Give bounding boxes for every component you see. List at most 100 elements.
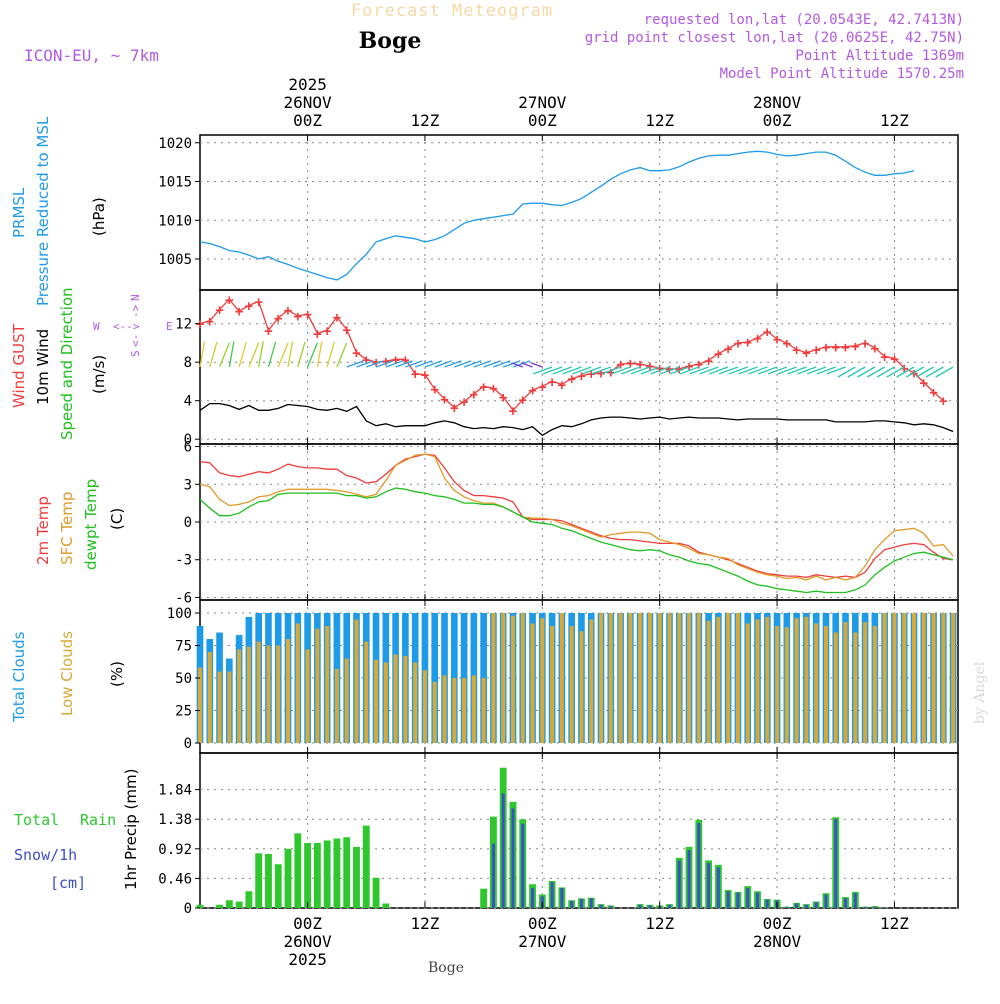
y-tick-label: -3 — [175, 553, 192, 569]
wind-arrow — [876, 366, 895, 378]
temp-sfc-label: SFC Temp — [58, 492, 76, 565]
wind-arrow — [209, 341, 218, 368]
low-cloud-bar — [951, 613, 956, 743]
wind-gust-label: Wind GUST — [10, 323, 28, 408]
y-tick-label: 100 — [167, 606, 192, 622]
precip-snow-bar — [873, 906, 877, 908]
wind-arrow — [896, 366, 915, 378]
compass-n: N — [129, 294, 142, 301]
precip-snow-bar — [726, 891, 730, 908]
precip-total-bar — [265, 853, 272, 908]
model-label: ICON-EU, ~ 7km — [24, 46, 159, 65]
low-cloud-bar — [462, 678, 467, 743]
precip-total-bar — [284, 848, 292, 908]
gust-point: + — [548, 374, 556, 390]
wind-arrow — [366, 360, 384, 368]
wind-arrow — [699, 366, 719, 375]
low-cloud-bar — [921, 613, 926, 743]
precip-total-bar — [382, 903, 390, 908]
low-cloud-bar — [589, 619, 594, 743]
gust-point: + — [587, 367, 595, 383]
precip-total-bar — [304, 843, 312, 908]
precip-total-bar — [255, 853, 263, 908]
low-cloud-bar — [217, 671, 222, 743]
low-cloud-bar — [677, 613, 682, 743]
low-cloud-bar — [872, 626, 877, 743]
wind-arrow — [816, 366, 836, 375]
compass-n-arrow: -> — [129, 304, 142, 318]
wind-arrow — [385, 360, 403, 368]
low-cloud-bar — [755, 619, 760, 743]
low-cloud-bar — [823, 626, 828, 743]
precip-snow-bar — [501, 793, 505, 908]
gust-point: + — [196, 317, 204, 333]
series-line-dewpt-temp — [199, 487, 954, 594]
y-tick-label: 1005 — [158, 252, 192, 268]
gust-point: + — [303, 307, 311, 323]
gust-point: + — [861, 336, 869, 352]
low-cloud-bar — [687, 613, 692, 743]
top-time-label: 12Z — [411, 111, 440, 130]
low-cloud-bar — [256, 641, 261, 743]
wind-arrow — [267, 341, 277, 368]
bottom-time-label: 2025 — [288, 950, 327, 969]
precip-total-bar — [216, 904, 223, 908]
low-cloud-bar — [902, 613, 907, 743]
low-cloud-bar — [804, 616, 809, 743]
wind-arrow — [660, 366, 680, 375]
point-altitude: Point Altitude 1369m — [795, 48, 964, 64]
gust-point: + — [215, 302, 223, 318]
y-tick-label: 75 — [175, 639, 192, 655]
gust-point: + — [499, 390, 507, 406]
wind-unit: (m/s) — [90, 355, 108, 394]
bottom-time-label: 26NOV — [284, 932, 333, 951]
low-cloud-bar — [667, 613, 672, 743]
wind-arrow — [228, 341, 235, 368]
wind-arrow — [640, 366, 660, 375]
low-cloud-bar — [618, 613, 623, 743]
gust-point: + — [734, 336, 742, 352]
wind-labels: Wind GUST 10m Wind Speed and Direction (… — [10, 287, 108, 440]
low-cloud-bar — [784, 627, 789, 743]
gust-point: + — [538, 379, 546, 395]
top-time-label: 2025 — [288, 75, 327, 94]
gust-point: + — [382, 354, 390, 370]
precip-snow-bar — [609, 906, 613, 908]
gust-point: + — [352, 346, 360, 362]
gust-point: + — [274, 311, 282, 327]
precip-total-bar — [480, 888, 488, 908]
top-time-label: 27NOV — [518, 93, 567, 112]
low-cloud-bar — [325, 626, 330, 743]
precip-snow-bar — [716, 867, 720, 908]
low-cloud-bar — [941, 613, 946, 743]
precip-snow-bar — [677, 860, 681, 908]
gust-point: + — [763, 324, 771, 340]
gust-point: + — [783, 336, 791, 352]
data-marks: + ++++ + +++ + + ++ ++++ + + + ++ ++++ + + + +++++ + + + + + +… — [196, 0, 957, 908]
wind-10m-label: 10m Wind — [34, 329, 52, 405]
wind-arrow — [530, 362, 543, 368]
precip-cm-label: [cm] — [50, 874, 86, 892]
precip-unit: 1hr Precip (mm) — [122, 769, 140, 890]
bottom-time-label: 27NOV — [518, 932, 567, 951]
low-cloud-bar — [559, 613, 564, 743]
wind-arrow — [533, 366, 553, 375]
low-cloud-bar — [843, 622, 848, 743]
compass-center: <--> — [113, 320, 140, 333]
gust-point: + — [333, 310, 341, 326]
gust-point: + — [939, 394, 947, 410]
precip-snow-bar — [765, 899, 769, 908]
low-cloud-bar — [530, 623, 535, 743]
y-tick-label: 0.46 — [158, 871, 192, 887]
low-cloud-bar — [374, 659, 379, 743]
gust-point: + — [558, 377, 566, 393]
wind-arrow — [866, 366, 885, 378]
low-cloud-bar — [579, 631, 584, 743]
precip-snow-bar — [697, 823, 701, 908]
y-tick-label: 12 — [175, 317, 192, 333]
gust-point: + — [802, 346, 810, 362]
precip-snow-bar — [638, 904, 642, 908]
gridlines — [200, 135, 958, 909]
axis-labels: 100510101015102004812-6-3036025507510000… — [158, 75, 909, 969]
